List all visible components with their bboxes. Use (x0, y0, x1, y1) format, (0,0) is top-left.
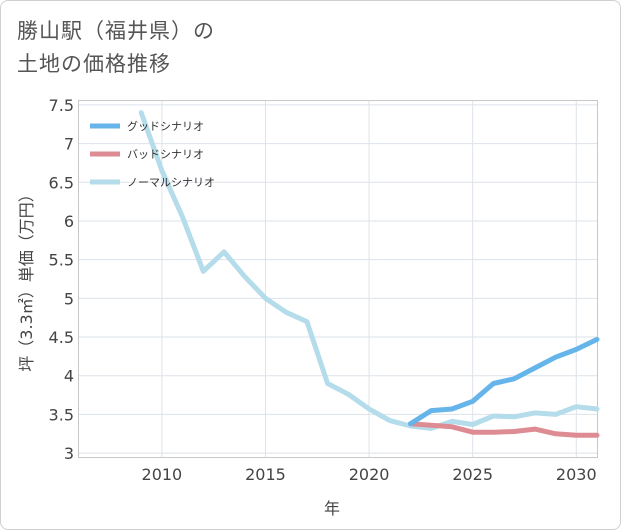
y-tick-label: 3 (64, 444, 74, 463)
x-tick-label: 2020 (349, 465, 390, 484)
y-tick-label: 5.5 (49, 251, 74, 270)
series-layer (138, 110, 600, 438)
y-tick-label: 3.5 (49, 405, 74, 424)
y-tick-label: 5 (64, 289, 74, 308)
x-axis-title: 年 (324, 499, 340, 518)
x-tick-label: 2025 (452, 465, 493, 484)
chart-title: 勝山駅（福井県）の 土地の価格推移 (17, 15, 215, 81)
legend-label-2: ノーマルシナリオ (127, 176, 215, 189)
chart-title-line-1: 勝山駅（福井県）の (17, 19, 215, 43)
series-line-0 (408, 336, 600, 427)
y-axis-title: 坪（3.3㎡）単価（万円） (17, 186, 36, 371)
x-tick-label: 2010 (142, 465, 183, 484)
y-tick-label: 6 (64, 212, 74, 231)
chart-title-line-2: 土地の価格推移 (17, 52, 171, 76)
legend-label-0: グッドシナリオ (127, 119, 204, 133)
y-tick-label: 4 (64, 367, 74, 386)
legend-label-1: バッドシナリオ (127, 148, 204, 161)
plot-area-border (78, 100, 598, 458)
x-tick-label: 2015 (245, 465, 286, 484)
x-tick-label: 2030 (556, 465, 597, 484)
y-tick-label: 6.5 (49, 173, 74, 192)
y-tick-label: 4.5 (49, 328, 74, 347)
series-line-2 (138, 110, 600, 431)
y-axis-ticks: 3 3.5 4 4.5 5 5.5 6 6.5 7 7.5 (49, 96, 74, 463)
y-tick-label: 7 (64, 135, 74, 154)
series-line-1 (408, 421, 600, 438)
y-tick-label: 7.5 (49, 96, 74, 115)
x-axis-ticks: 2010 2015 2020 2025 2030 (142, 465, 597, 484)
